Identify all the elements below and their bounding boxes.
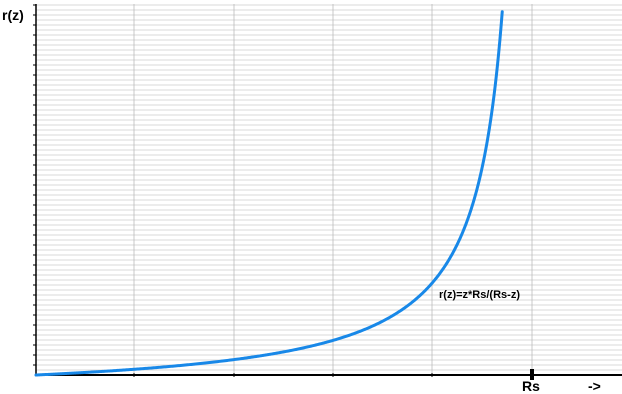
axes	[33, 4, 622, 380]
y-axis-label: r(z)	[2, 7, 24, 23]
x-tick-label: Rs	[522, 378, 540, 394]
series	[34, 10, 504, 377]
grid	[36, 4, 622, 375]
labels: r(z) -> Rs r(z)=z*Rs/(Rs-z)	[2, 7, 601, 394]
x-tick-mark-rs	[530, 369, 534, 380]
series-line	[34, 10, 504, 377]
curve-annotation: r(z)=z*Rs/(Rs-z)	[439, 289, 520, 301]
x-axis-arrow-label: ->	[588, 378, 601, 394]
